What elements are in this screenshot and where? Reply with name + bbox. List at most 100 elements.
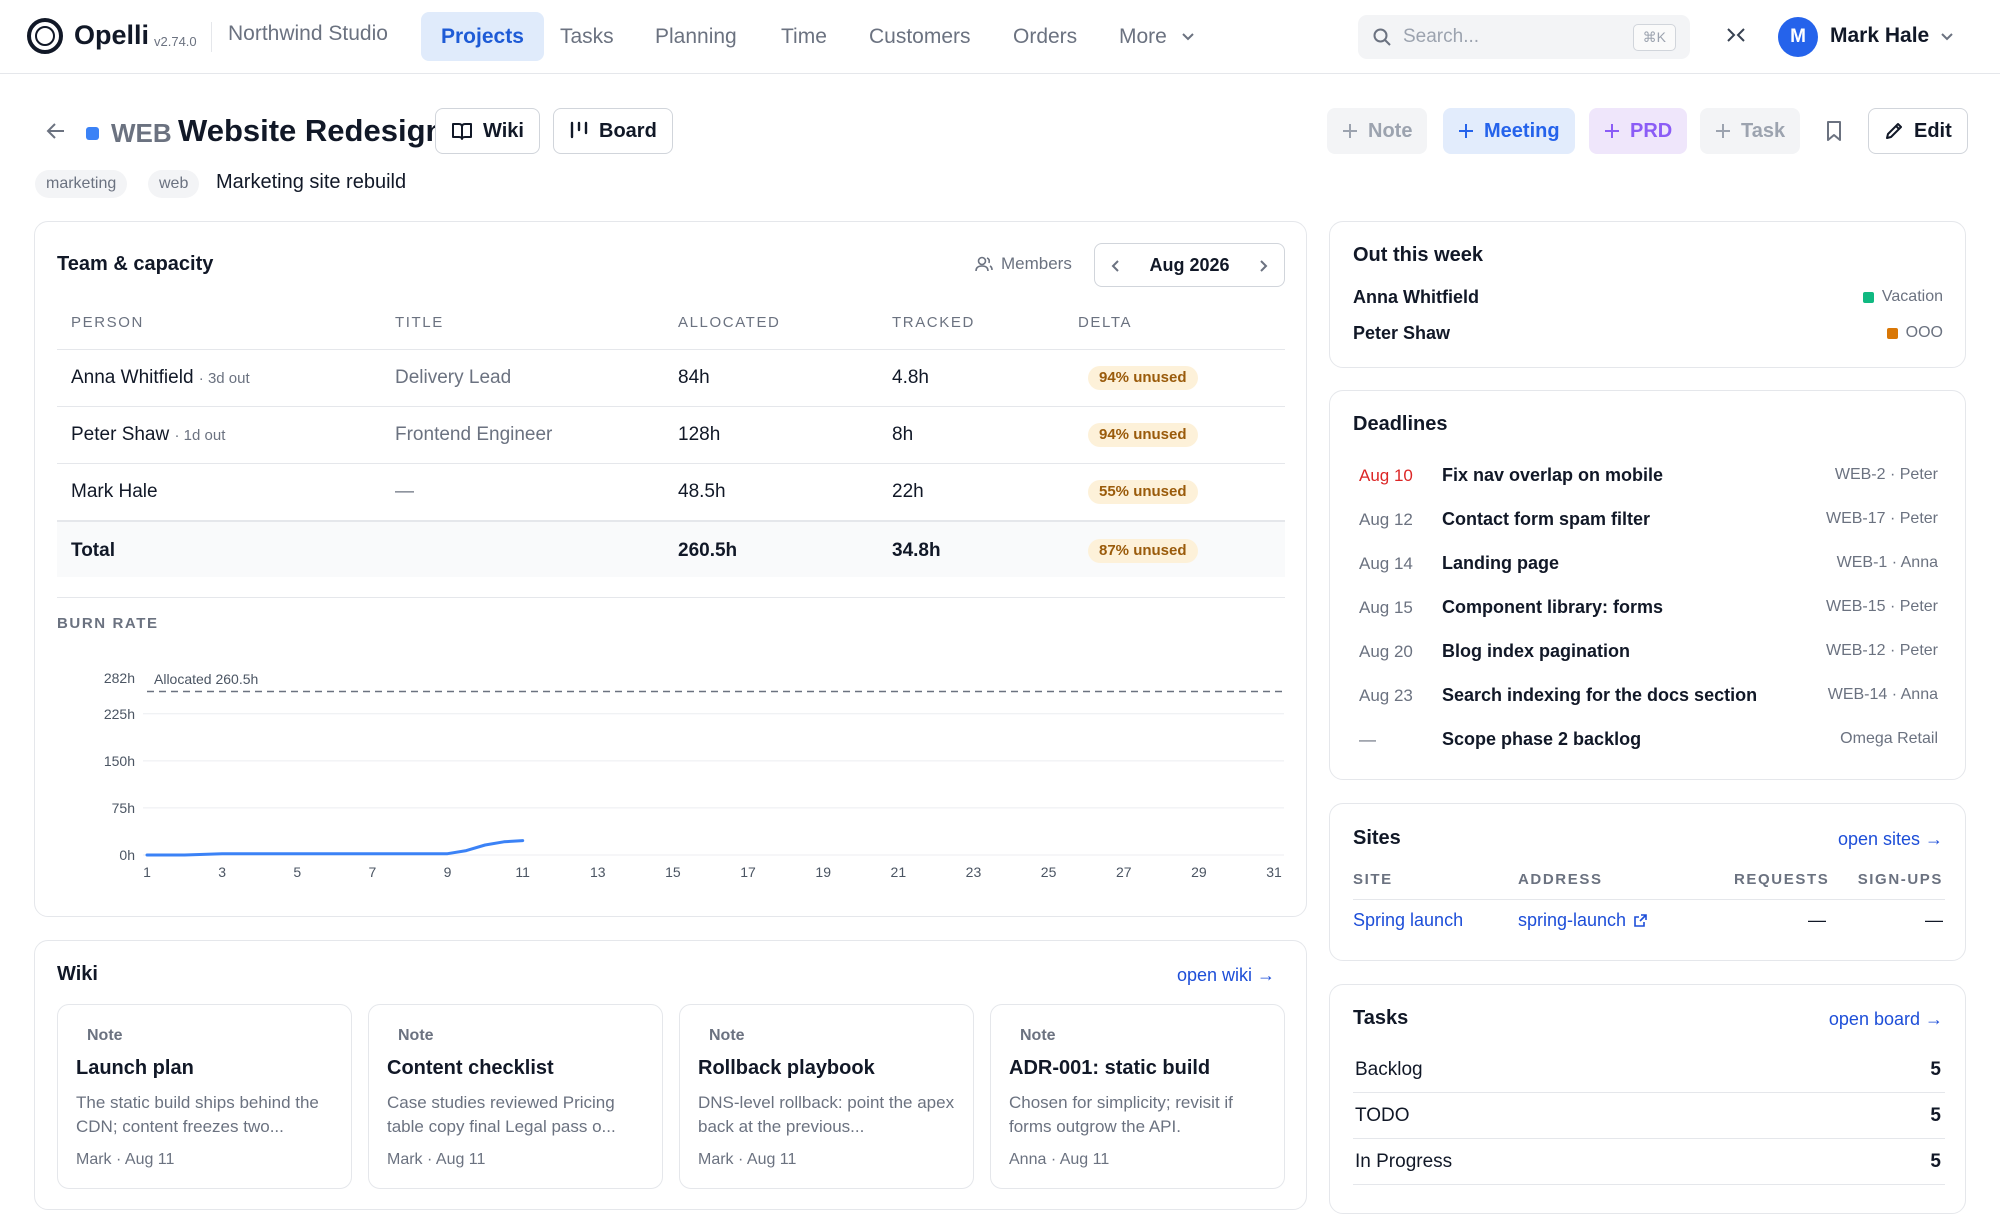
search-placeholder: Search... bbox=[1403, 26, 1480, 47]
allocated-value: 84h bbox=[678, 367, 710, 388]
deadline-date: — bbox=[1359, 730, 1376, 749]
tasks-title: Tasks bbox=[1353, 1007, 1409, 1029]
members-button[interactable]: Members bbox=[975, 254, 1072, 274]
y-tick-label: 282h bbox=[104, 670, 135, 686]
task-status-label[interactable]: TODO bbox=[1355, 1105, 1410, 1126]
divider bbox=[1353, 899, 1945, 900]
app-logo-icon[interactable] bbox=[26, 17, 64, 55]
user-name[interactable]: Mark Hale bbox=[1830, 24, 1930, 47]
total-tracked: 34.8h bbox=[892, 540, 941, 561]
task-status-label[interactable]: Backlog bbox=[1355, 1059, 1423, 1080]
back-arrow-icon[interactable] bbox=[46, 122, 66, 140]
x-tick-label: 3 bbox=[218, 864, 226, 880]
team-capacity-card: Team & capacity Members Aug 2026 PERSON … bbox=[34, 221, 1307, 917]
add-prd-button[interactable]: PRD bbox=[1589, 108, 1688, 154]
page-title: Website Redesign bbox=[178, 113, 445, 148]
collapse-icon[interactable] bbox=[1725, 25, 1747, 45]
deadline-date: Aug 12 bbox=[1359, 510, 1413, 529]
out-status-label: OOO bbox=[1905, 324, 1943, 341]
board-button[interactable]: Board bbox=[553, 108, 673, 154]
chevron-down-icon[interactable] bbox=[1940, 32, 1954, 42]
note-meta: Anna · Aug 11 bbox=[1009, 1151, 1110, 1168]
open-board-link[interactable]: open board → bbox=[1828, 1009, 1943, 1029]
out-this-week-card: Out this week Anna Whitfield Vacation Pe… bbox=[1329, 221, 1966, 368]
nav-tasks[interactable]: Tasks bbox=[560, 25, 614, 48]
tag-marketing[interactable]: marketing bbox=[35, 170, 128, 198]
x-tick-label: 9 bbox=[444, 864, 452, 880]
wiki-note-card[interactable]: Note Launch plan The static build ships … bbox=[57, 1004, 352, 1189]
sites-title: Sites bbox=[1353, 827, 1401, 849]
chevron-left-icon[interactable] bbox=[1110, 259, 1120, 273]
nav-time[interactable]: Time bbox=[781, 25, 827, 48]
divider bbox=[57, 597, 1285, 598]
open-sites-link[interactable]: open sites → bbox=[1837, 829, 1943, 849]
person-note: · 3d out bbox=[198, 370, 250, 387]
nav-planning[interactable]: Planning bbox=[655, 25, 737, 48]
team-capacity-title: Team & capacity bbox=[57, 253, 214, 275]
x-tick-label: 29 bbox=[1191, 864, 1207, 880]
out-person-name[interactable]: Peter Shaw bbox=[1353, 323, 1451, 343]
deadline-title: Scope phase 2 backlog bbox=[1442, 729, 1642, 749]
add-note-button[interactable]: Note bbox=[1327, 108, 1428, 154]
book-icon bbox=[452, 123, 472, 140]
note-title: Rollback playbook bbox=[698, 1057, 875, 1079]
note-type: Note bbox=[398, 1027, 434, 1044]
site-name-link[interactable]: Spring launch bbox=[1353, 910, 1464, 930]
column-header-address: ADDRESS bbox=[1518, 871, 1603, 888]
add-note-label: Note bbox=[1368, 119, 1413, 142]
wiki-note-card[interactable]: Note Content checklist Case studies revi… bbox=[368, 1004, 663, 1189]
deadline-title: Contact form spam filter bbox=[1442, 509, 1651, 529]
project-subtitle: Marketing site rebuild bbox=[216, 171, 407, 193]
wiki-button[interactable]: Wiki bbox=[435, 108, 540, 154]
nav-orders[interactable]: Orders bbox=[1013, 25, 1078, 48]
deadline-reference: WEB-2 · Peter bbox=[1834, 466, 1938, 483]
deadline-reference: WEB-15 · Peter bbox=[1825, 598, 1938, 615]
deadline-title: Search indexing for the docs section bbox=[1442, 685, 1758, 705]
deadline-date: Aug 10 bbox=[1359, 466, 1413, 485]
add-task-button[interactable]: Task bbox=[1700, 108, 1801, 154]
edit-button-label: Edit bbox=[1914, 119, 1952, 142]
chevron-right-icon[interactable] bbox=[1259, 259, 1269, 273]
app-name[interactable]: Opelli bbox=[74, 20, 150, 50]
wiki-note-card[interactable]: Note Rollback playbook DNS-level rollbac… bbox=[679, 1004, 974, 1189]
task-status-label[interactable]: In Progress bbox=[1355, 1151, 1453, 1172]
search-icon bbox=[1373, 28, 1391, 46]
divider bbox=[57, 406, 1285, 407]
column-header-requests: REQUESTS bbox=[1734, 871, 1830, 888]
divider bbox=[211, 22, 212, 52]
app-version: v2.74.0 bbox=[154, 34, 197, 49]
site-address-link[interactable]: spring-launch bbox=[1518, 910, 1648, 931]
divider bbox=[1353, 1184, 1945, 1185]
wiki-note-card[interactable]: Note ADR-001: static build Chosen for si… bbox=[990, 1004, 1285, 1189]
nav-customers[interactable]: Customers bbox=[869, 25, 971, 48]
org-switcher[interactable]: Northwind Studio bbox=[228, 22, 388, 45]
status-dot bbox=[1862, 291, 1874, 303]
search-input[interactable]: Search... ⌘K bbox=[1358, 15, 1690, 59]
deadline-title: Landing page bbox=[1442, 553, 1559, 573]
members-label: Members bbox=[1001, 254, 1072, 273]
out-person-name[interactable]: Anna Whitfield bbox=[1353, 287, 1479, 307]
y-tick-label: 225h bbox=[104, 706, 135, 722]
tracked-value: 8h bbox=[892, 424, 914, 445]
bookmark-icon[interactable] bbox=[1826, 120, 1842, 142]
nav-more[interactable]: More bbox=[1099, 12, 1213, 61]
add-meeting-button[interactable]: Meeting bbox=[1443, 108, 1575, 154]
total-allocated: 260.5h bbox=[678, 540, 738, 561]
deadline-reference: WEB-1 · Anna bbox=[1836, 554, 1938, 571]
y-tick-label: 75h bbox=[112, 800, 135, 816]
nav-projects[interactable]: Projects bbox=[421, 12, 544, 61]
x-tick-label: 5 bbox=[293, 864, 301, 880]
search-shortcut: ⌘K bbox=[1632, 24, 1676, 51]
tag-web[interactable]: web bbox=[148, 170, 200, 198]
note-type: Note bbox=[1020, 1027, 1056, 1044]
burn-series-line bbox=[145, 839, 525, 857]
avatar[interactable]: M bbox=[1778, 17, 1818, 57]
open-wiki-link[interactable]: open wiki → bbox=[1177, 965, 1276, 985]
column-header-tracked: TRACKED bbox=[892, 314, 975, 331]
tracked-value: 22h bbox=[892, 481, 924, 502]
x-tick-label: 19 bbox=[815, 864, 831, 880]
status-badge: 94% unused bbox=[1088, 366, 1198, 390]
status-dot bbox=[1886, 327, 1898, 339]
deadline-reference: WEB-14 · Anna bbox=[1827, 686, 1938, 703]
edit-button[interactable]: Edit bbox=[1868, 108, 1968, 154]
